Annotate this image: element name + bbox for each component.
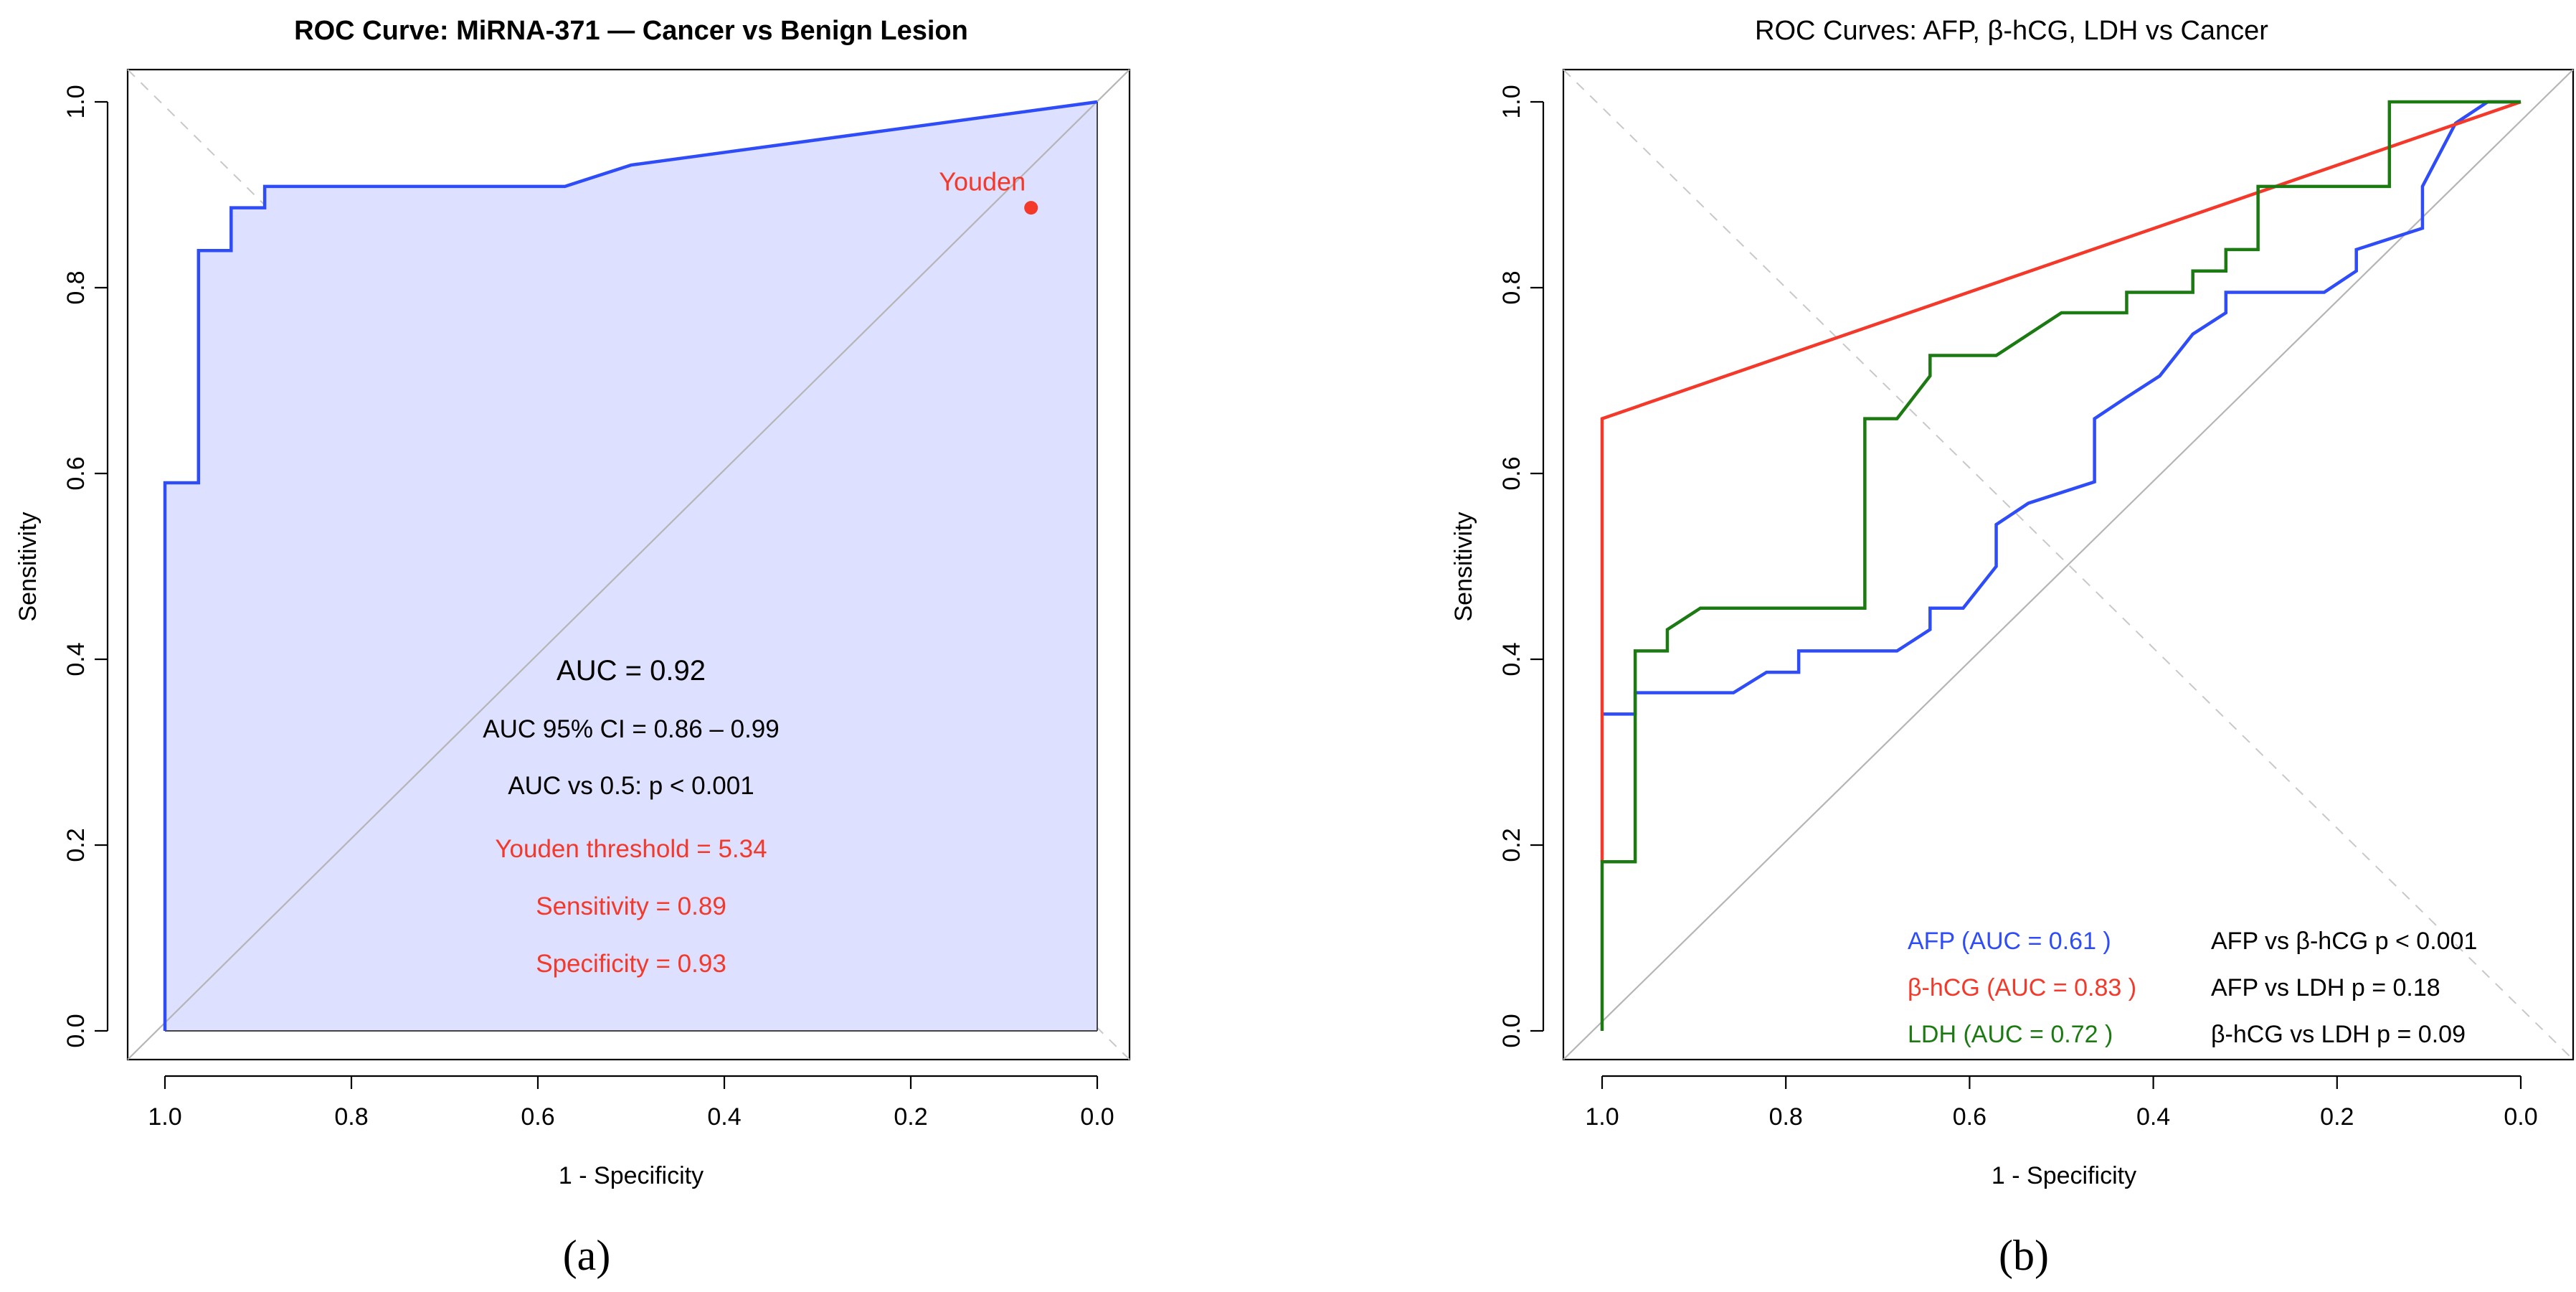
- panel-a-y-tick-label: 0.0: [62, 1014, 90, 1047]
- panel-a-roc-curve-series-0: [163, 100, 1098, 1031]
- panel-a-auc-ci-label: AUC 95% CI = 0.86 – 0.99: [483, 715, 779, 743]
- panel-a-x-tick-label: 0.0: [1080, 1103, 1114, 1131]
- legend-entry-afp: AFP (AUC = 0.61 ): [1908, 928, 2111, 955]
- panel-b-y-tick-label: 0.6: [1498, 456, 1525, 490]
- panel-b: ROC Curves: AFP, β-hCG, LDH vs Cancer 1.…: [1450, 16, 2575, 1279]
- panel-b-x-tick-label: 0.8: [1769, 1103, 1803, 1131]
- comparison-bhcg-ldh: β-hCG vs LDH p = 0.09: [2211, 1021, 2466, 1048]
- panel-a-x-tick-label: 1.0: [148, 1103, 181, 1131]
- panel-b-x-tick-label: 0.2: [2320, 1103, 2354, 1131]
- panel-a-sensitivity-label: Sensitivity = 0.89: [536, 892, 726, 920]
- panel-a-youden-point: [1024, 201, 1038, 215]
- legend-entry-ldh: LDH (AUC = 0.72 ): [1908, 1021, 2113, 1048]
- comparison-afp-ldh: AFP vs LDH p = 0.18: [2211, 974, 2440, 1001]
- panel-b-y-ticks: 0.0 0.2 0.4 0.6 0.8 1.0: [1498, 85, 1543, 1048]
- panel-a-y-axis-title: Sensitivity: [14, 511, 42, 621]
- comparison-afp-bhcg: AFP vs β-hCG p < 0.001: [2211, 928, 2477, 955]
- panel-b-y-axis-title: Sensitivity: [1450, 511, 1477, 621]
- panel-b-y-tick-label: 0.4: [1498, 642, 1525, 676]
- panel-a-x-tick-label: 0.8: [334, 1103, 368, 1131]
- panel-b-x-tick-label: 0.4: [2136, 1103, 2170, 1131]
- panel-b-plot-frame: [1562, 68, 2575, 1061]
- panel-b-x-tick-label: 0.0: [2504, 1103, 2537, 1131]
- panel-a: ROC Curve: MiRNA-371 — Cancer vs Benign …: [14, 16, 1131, 1279]
- panel-b-caption: (b): [1999, 1232, 2049, 1279]
- panel-b-x-tick-label: 0.6: [1953, 1103, 1987, 1131]
- panel-b-plot-area: [1563, 69, 2574, 1060]
- panel-b-y-tick-label: 1.0: [1498, 85, 1525, 118]
- panel-b-dashed-diagonal: [1563, 69, 2574, 1060]
- panel-b-roc-curve-afp: [1602, 100, 2521, 716]
- panel-a-youden-threshold-label: Youden threshold = 5.34: [495, 835, 767, 863]
- panel-b-x-ticks: 1.0 0.8 0.6 0.4 0.2 0.0: [1585, 1076, 2538, 1131]
- panel-a-title: ROC Curve: MiRNA-371 — Cancer vs Benign …: [294, 16, 968, 46]
- panel-a-x-ticks: 1.0 0.8 0.6 0.4 0.2 0.0: [148, 1076, 1114, 1131]
- panel-a-y-tick-label: 0.6: [62, 456, 90, 490]
- panel-a-x-tick-label: 0.2: [894, 1103, 927, 1131]
- panel-b-y-tick-label: 0.2: [1498, 828, 1525, 862]
- panel-b-roc-curve--hcg: [1600, 100, 2521, 862]
- panel-a-x-axis-title: 1 - Specificity: [559, 1162, 704, 1189]
- panel-a-y-tick-label: 1.0: [62, 85, 90, 118]
- panel-b-roc-curve-ldh: [1600, 100, 2521, 1031]
- panel-a-caption: (a): [563, 1232, 611, 1279]
- panel-a-specificity-label: Specificity = 0.93: [536, 950, 726, 978]
- panel-a-x-tick-label: 0.4: [707, 1103, 741, 1131]
- panel-b-title: ROC Curves: AFP, β-hCG, LDH vs Cancer: [1755, 16, 2268, 46]
- panel-a-auc-area: [165, 102, 1097, 1031]
- panel-a-youden-label: Youden: [939, 167, 1026, 197]
- panel-a-y-tick-label: 0.2: [62, 828, 90, 862]
- panel-b-legend: AFP (AUC = 0.61 ) β-hCG (AUC = 0.83 ) LD…: [1908, 928, 2477, 1048]
- panel-a-reference-diagonal: [127, 69, 1130, 1060]
- panel-a-plot-frame: [126, 68, 1131, 1061]
- panel-a-auc-label: AUC = 0.92: [557, 655, 706, 687]
- legend-entry-bhcg: β-hCG (AUC = 0.83 ): [1908, 974, 2136, 1001]
- panel-a-plot-area: Youden: [127, 69, 1130, 1060]
- panel-a-x-tick-label: 0.6: [521, 1103, 554, 1131]
- panel-b-x-tick-label: 1.0: [1585, 1103, 1619, 1131]
- panel-a-y-ticks: 0.0 0.2 0.4 0.6 0.8 1.0: [62, 85, 108, 1048]
- panel-a-y-tick-label: 0.8: [62, 270, 90, 304]
- panel-b-y-tick-label: 0.8: [1498, 270, 1525, 304]
- panel-b-x-axis-title: 1 - Specificity: [1992, 1162, 2136, 1189]
- panel-a-y-tick-label: 0.4: [62, 642, 90, 676]
- panel-b-y-tick-label: 0.0: [1498, 1014, 1525, 1047]
- panel-a-auc-p-label: AUC vs 0.5: p < 0.001: [508, 772, 754, 800]
